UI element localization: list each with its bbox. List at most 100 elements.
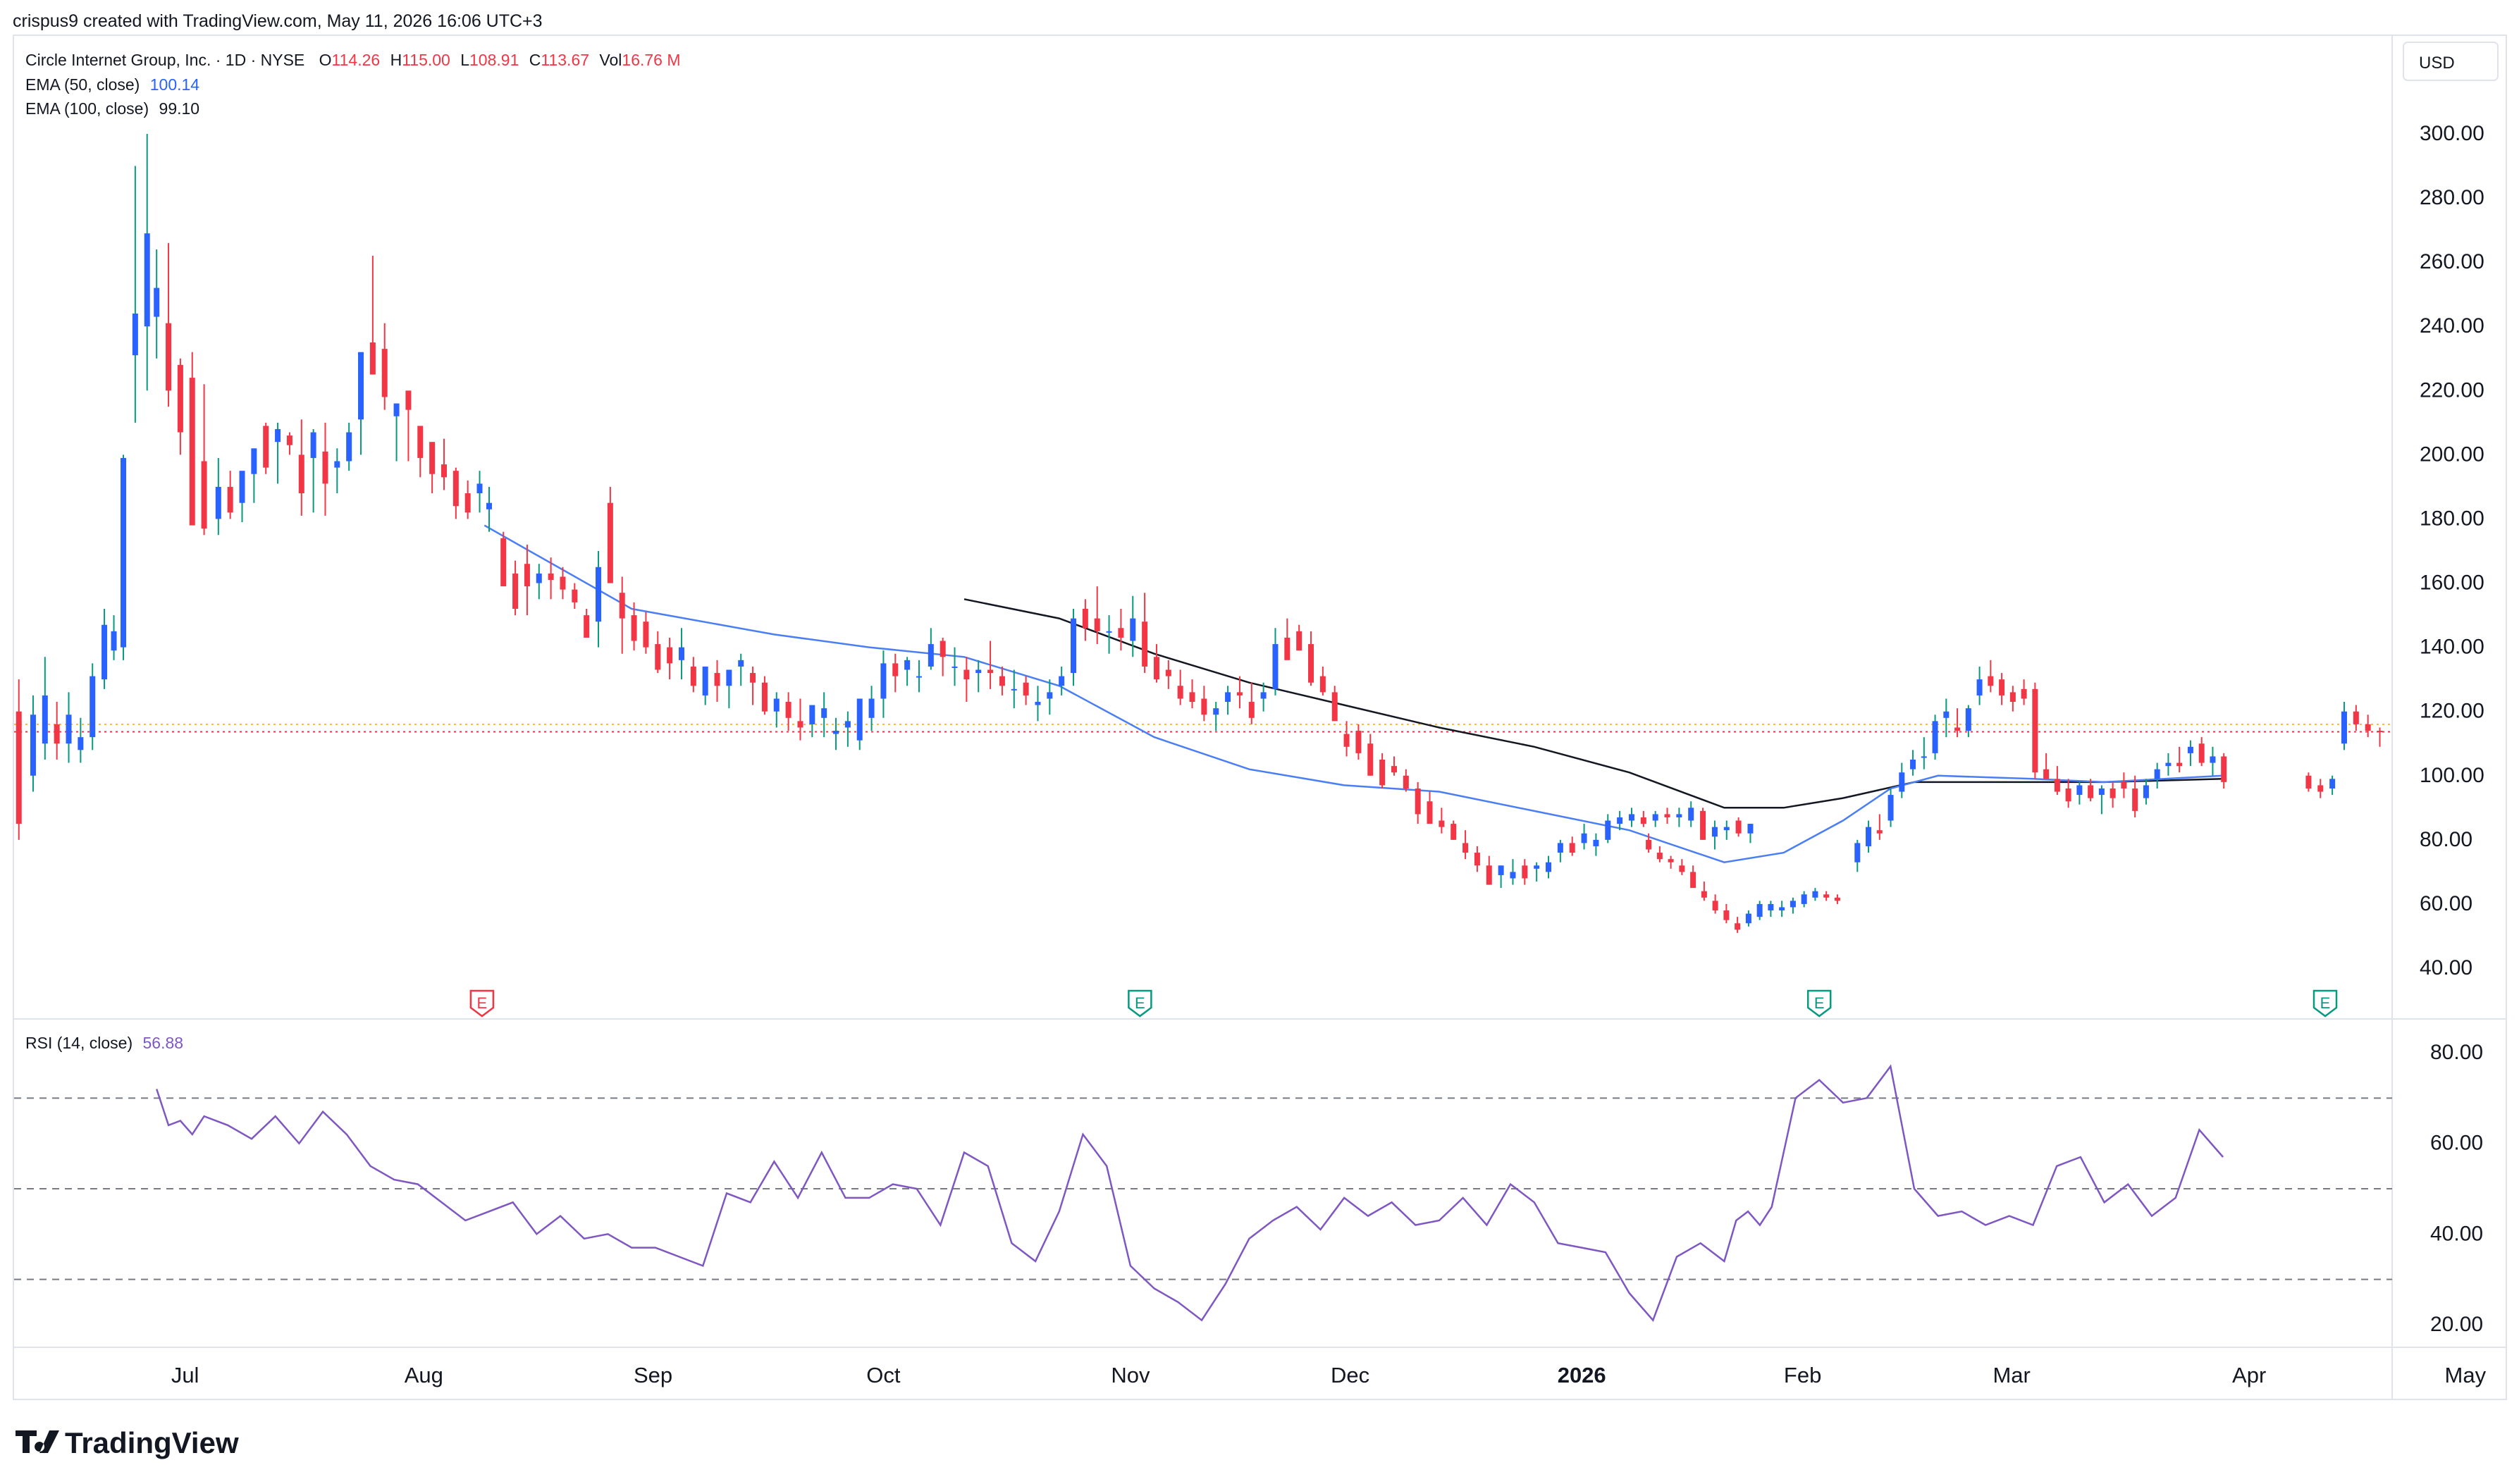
ema50-legend[interactable]: EMA (50, close) 100.14: [25, 75, 199, 94]
candle-body: [1379, 760, 1386, 786]
earnings-marker-label: E: [2320, 994, 2331, 1012]
earnings-marker[interactable]: E: [2312, 989, 2338, 1018]
candle-body: [275, 428, 281, 443]
candle: [2198, 737, 2205, 767]
price-tick-label: 140.00: [2420, 636, 2484, 659]
candle: [975, 660, 982, 693]
candle: [1367, 734, 1374, 776]
candle-body: [1319, 676, 1326, 693]
candles: [16, 134, 2383, 933]
candle: [1391, 756, 1397, 776]
ema100-line: [963, 598, 2224, 809]
candle-body: [111, 631, 117, 651]
earnings-marker-shape: [2312, 989, 2338, 1018]
earnings-marker[interactable]: E: [1806, 989, 1832, 1018]
candle-body: [2154, 769, 2160, 779]
candle: [1415, 781, 1421, 824]
candle: [1272, 628, 1279, 695]
time-tick-label: May: [2445, 1363, 2487, 1387]
candle-body: [334, 461, 340, 468]
price-tick-label: 260.00: [2420, 250, 2484, 273]
time-tick-label: Apr: [2232, 1363, 2266, 1387]
candle-body: [1510, 872, 1516, 879]
candle-body: [572, 589, 578, 602]
candle-body: [1768, 903, 1774, 911]
candle: [30, 695, 36, 792]
candle: [1617, 810, 1623, 831]
candle: [1747, 824, 1754, 843]
candle-body: [286, 435, 292, 445]
candle-body: [1557, 843, 1563, 853]
candle: [452, 467, 459, 519]
candle: [54, 702, 60, 760]
candle: [572, 583, 578, 609]
candle: [1118, 608, 1124, 651]
candle: [1656, 846, 1663, 862]
rsi-path: [156, 1064, 2224, 1323]
currency-label: USD: [2419, 54, 2455, 73]
candle-body: [2353, 711, 2359, 724]
candle-body: [560, 576, 566, 590]
candle-body: [1415, 788, 1421, 815]
candle: [393, 403, 400, 462]
currency-box[interactable]: [2403, 42, 2499, 81]
earnings-marker[interactable]: E: [469, 989, 495, 1018]
candle-body: [596, 567, 602, 622]
candle-body: [1876, 830, 1883, 834]
candle: [809, 705, 815, 738]
earnings-marker[interactable]: E: [1128, 989, 1152, 1018]
price-tick-label: 160.00: [2420, 571, 2484, 595]
candle: [667, 637, 673, 680]
candle-body: [1331, 692, 1338, 722]
time-tick-label: Sep: [634, 1363, 672, 1387]
candle-body: [16, 711, 22, 824]
candle-body: [833, 731, 839, 734]
candle-body: [2021, 688, 2027, 699]
candle: [512, 560, 519, 616]
candle-body: [1756, 903, 1763, 917]
ohlc-open-label: O: [319, 51, 332, 69]
ema100-legend[interactable]: EMA (100, close) 99.10: [25, 99, 199, 118]
candle: [2165, 753, 2172, 776]
candle-body: [1451, 824, 1457, 840]
candle: [1047, 679, 1053, 715]
candle-body: [714, 673, 720, 686]
candle-body: [2305, 775, 2312, 789]
candle: [90, 663, 96, 750]
candle-body: [90, 676, 96, 738]
candle: [1779, 901, 1785, 917]
candle: [111, 615, 117, 660]
candle-body: [78, 737, 84, 750]
candle: [1557, 839, 1563, 862]
candle: [1834, 894, 1840, 904]
candle: [2076, 781, 2083, 805]
candle-body: [2187, 746, 2193, 753]
candle-body: [1284, 637, 1291, 660]
candle: [963, 657, 970, 703]
candle: [1723, 820, 1730, 840]
candle: [322, 422, 328, 516]
rsi-tick-label: 40.00: [2430, 1222, 2483, 1245]
rsi-legend[interactable]: RSI (14, close) 56.88: [25, 1034, 183, 1052]
candle: [2305, 772, 2312, 792]
candle: [2221, 753, 2227, 789]
candle: [1711, 820, 1718, 850]
candle-body: [1943, 711, 1950, 718]
time-tick-label: 2026: [1558, 1363, 1606, 1387]
candle-body: [1439, 820, 1445, 827]
time-tick-label: Oct: [866, 1363, 901, 1387]
candle: [1735, 817, 1742, 837]
candle: [738, 653, 744, 686]
candle-body: [2365, 724, 2371, 731]
candle-body: [1343, 734, 1350, 747]
candle: [1676, 808, 1682, 827]
candle-body: [1403, 775, 1409, 789]
candle: [369, 256, 376, 375]
candle: [773, 692, 780, 728]
rsi-label: RSI (14, close): [25, 1034, 133, 1052]
candle-body: [2221, 756, 2227, 782]
candle-body: [524, 564, 530, 587]
candle-body: [844, 721, 851, 728]
candle-body: [166, 323, 172, 391]
